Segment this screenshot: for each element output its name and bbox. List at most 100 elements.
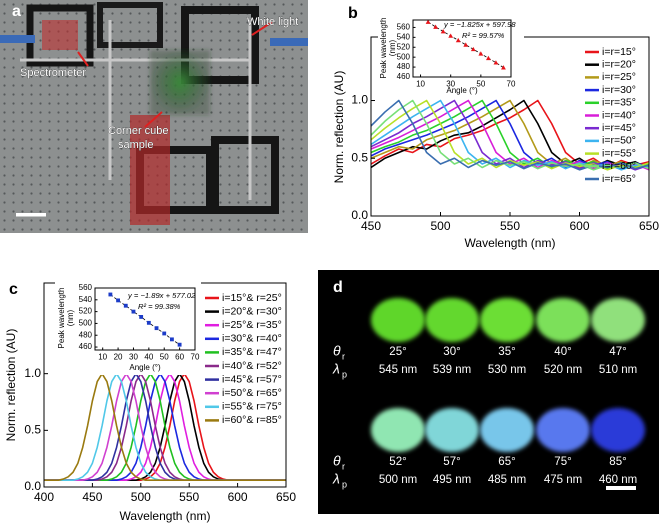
x-tick-label: 500 [131, 490, 151, 504]
x-axis-label: Wavelength (nm) [120, 509, 211, 523]
point [162, 331, 167, 336]
point [501, 65, 506, 70]
legend-label: i=40°& r=52° [222, 360, 282, 372]
scale-bar [606, 486, 636, 490]
y-tick-label: 500 [79, 319, 93, 328]
y-axis-label: Peak wavelength [57, 288, 66, 349]
legend-label: i=55°& r=75° [222, 401, 282, 413]
x-tick-label: 400 [34, 490, 54, 504]
symbol: θ [333, 453, 341, 469]
y-tick-label: 560 [397, 23, 411, 32]
y-axis-label: Peak wavelength [379, 18, 388, 79]
panel-letter: d [333, 279, 343, 296]
symbol: θ [333, 343, 341, 359]
axes-frame [412, 19, 512, 78]
color-spot [536, 298, 590, 342]
y-tick-label: 460 [397, 72, 411, 81]
symbol-sub: r [342, 461, 345, 471]
angle-label: 52° [389, 456, 406, 468]
y-tick-label: 540 [79, 295, 93, 304]
wavelength-label: 460 nm [599, 474, 637, 486]
photo [0, 0, 308, 233]
wavelength-label: 485 nm [488, 474, 526, 486]
point [108, 292, 113, 297]
x-tick-label: 30 [129, 352, 138, 361]
y-tick-label: 480 [397, 62, 411, 71]
x-tick-label: 70 [191, 352, 200, 361]
color-spot [591, 298, 645, 342]
x-tick-label: 70 [507, 79, 516, 88]
y-tick-label: 520 [79, 307, 93, 316]
angle-label: 85° [609, 456, 626, 468]
y-tick-label: 460 [79, 342, 93, 351]
plot-area [108, 292, 182, 347]
x-tick-label: 60 [175, 352, 184, 361]
legend-label: i=r=55° [602, 147, 636, 159]
color-spot [371, 408, 425, 452]
legend-label: i=35°& r=47° [222, 346, 282, 358]
wavelength-label: 539 nm [433, 364, 471, 376]
x-tick-label: 30 [446, 79, 455, 88]
wavelength-label: 500 nm [379, 474, 417, 486]
point [131, 309, 136, 314]
legend-label: i=r=20° [602, 58, 636, 70]
x-tick-label: 600 [228, 490, 248, 504]
inset-background [378, 12, 524, 98]
y-tick-label: 0.0 [24, 479, 41, 493]
angle-label: 40° [554, 346, 571, 358]
point [440, 29, 446, 34]
point [116, 298, 120, 303]
annotation: R² = 99.57% [462, 31, 505, 40]
y-tick-label: 520 [397, 42, 411, 51]
x-tick-label: 10 [416, 79, 425, 88]
y-tick-label: 540 [397, 32, 411, 41]
y-axis-label: (nm) [66, 309, 75, 326]
point [433, 24, 439, 29]
color-spot [425, 408, 479, 452]
series-line [371, 99, 649, 171]
angle-label: 47° [609, 346, 626, 358]
x-tick-label: 10 [98, 352, 107, 361]
inset-background [55, 280, 201, 375]
axes-frame [94, 287, 196, 351]
x-tick-label: 650 [639, 219, 659, 233]
y-tick-label: 500 [397, 52, 411, 61]
point [170, 337, 174, 342]
x-tick-label: 550 [500, 219, 520, 233]
panel-letter: b [348, 5, 358, 22]
wavelength-label: 530 nm [488, 364, 526, 376]
angle-label: 57° [443, 456, 460, 468]
point [425, 20, 431, 24]
color-spot [591, 408, 645, 452]
label: Corner cube [108, 125, 169, 137]
y-axis-label: Norm. reflection (AU) [332, 71, 346, 184]
angle-label: 65° [498, 456, 515, 468]
wavelength-label: 495 nm [433, 474, 471, 486]
point [485, 55, 491, 61]
color-spot [536, 408, 590, 452]
point [146, 320, 151, 325]
angle-label: 75° [554, 456, 571, 468]
legend-label: i=50°& r=65° [222, 387, 282, 399]
x-tick-label: 20 [114, 352, 123, 361]
y-tick-label: 0.0 [351, 208, 368, 222]
x-tick-label: 450 [361, 219, 381, 233]
legend-label: i=r=45° [602, 122, 636, 134]
point [139, 315, 144, 319]
annotation: y = −1.89x + 577.02 [127, 291, 196, 300]
wavelength-label: 475 nm [544, 474, 582, 486]
y-tick-label: 0.5 [351, 150, 368, 164]
y-tick-label: 0.5 [24, 423, 41, 437]
x-tick-label: 40 [144, 352, 153, 361]
legend-label: i=25°& r=35° [222, 319, 282, 331]
symbol-sub: r [342, 351, 345, 361]
symbol: λ [332, 471, 340, 487]
color-spot [480, 408, 534, 452]
legend-label: i=30°& r=40° [222, 333, 282, 345]
wavelength-label: 520 nm [544, 364, 582, 376]
legend-label: i=20°& r=30° [222, 305, 282, 317]
point [470, 46, 476, 52]
legend-label: i=60°& r=85° [222, 414, 282, 426]
